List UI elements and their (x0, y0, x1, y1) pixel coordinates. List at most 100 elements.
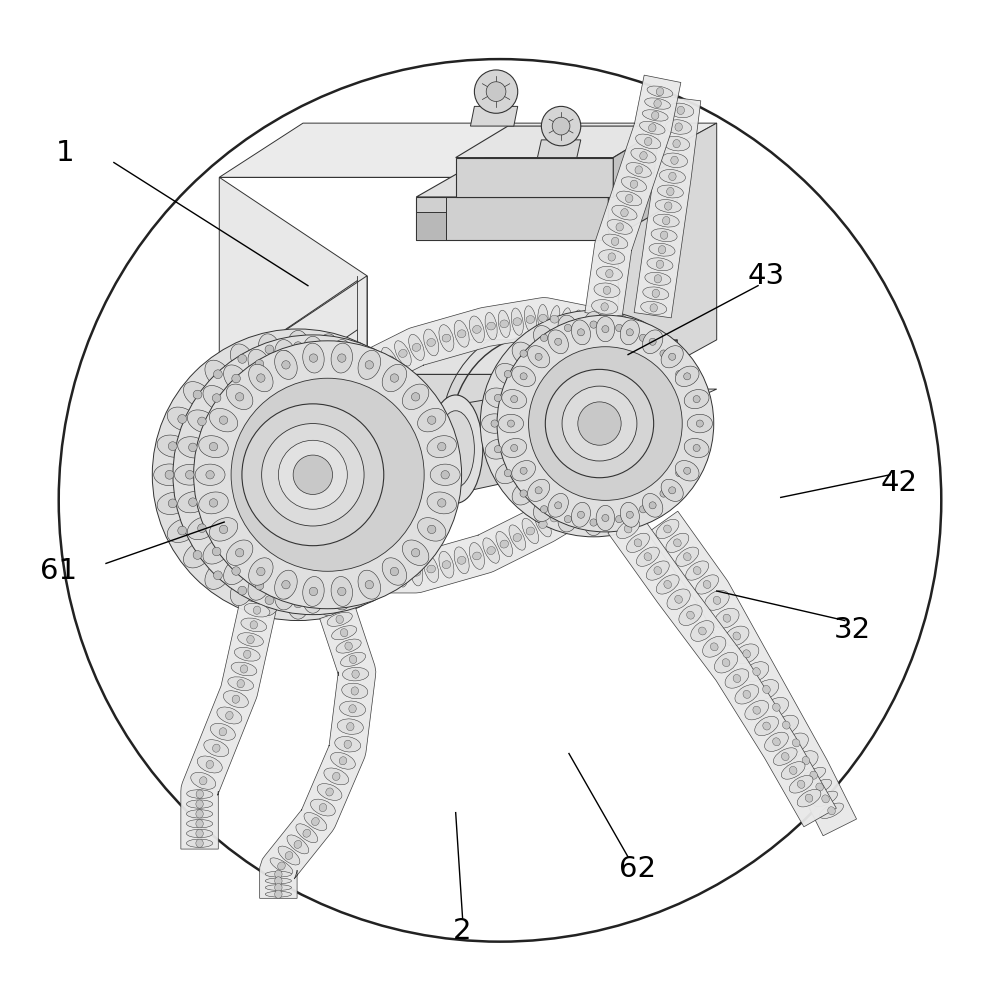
Ellipse shape (342, 344, 366, 374)
Ellipse shape (421, 464, 451, 486)
Ellipse shape (275, 877, 282, 885)
Ellipse shape (362, 360, 371, 368)
Ellipse shape (763, 722, 770, 730)
Polygon shape (382, 374, 618, 463)
Ellipse shape (204, 740, 229, 756)
Circle shape (204, 420, 219, 435)
Ellipse shape (696, 420, 703, 427)
Ellipse shape (520, 350, 527, 358)
Ellipse shape (231, 662, 257, 676)
Ellipse shape (494, 394, 502, 402)
Text: 43: 43 (747, 262, 785, 290)
Ellipse shape (715, 609, 739, 628)
Ellipse shape (755, 716, 778, 736)
Polygon shape (260, 607, 376, 898)
Ellipse shape (590, 321, 597, 328)
Circle shape (211, 373, 414, 576)
Ellipse shape (352, 670, 359, 679)
Ellipse shape (647, 86, 673, 98)
Circle shape (486, 82, 506, 101)
Circle shape (474, 70, 518, 113)
Ellipse shape (167, 407, 197, 430)
Ellipse shape (734, 644, 759, 664)
Ellipse shape (675, 366, 699, 386)
Ellipse shape (733, 632, 741, 640)
Ellipse shape (405, 394, 413, 402)
Ellipse shape (601, 302, 608, 311)
Ellipse shape (814, 791, 838, 807)
Ellipse shape (658, 245, 666, 254)
Ellipse shape (577, 511, 584, 518)
Ellipse shape (429, 443, 437, 452)
Ellipse shape (703, 636, 726, 657)
Ellipse shape (651, 111, 659, 119)
Ellipse shape (203, 385, 230, 411)
Ellipse shape (572, 320, 581, 327)
Ellipse shape (265, 878, 291, 884)
Ellipse shape (196, 810, 203, 818)
Ellipse shape (579, 487, 596, 510)
Polygon shape (214, 411, 308, 539)
Ellipse shape (347, 723, 354, 731)
Ellipse shape (209, 518, 238, 541)
Ellipse shape (183, 381, 212, 408)
Ellipse shape (626, 329, 633, 336)
Ellipse shape (655, 200, 681, 213)
Ellipse shape (384, 559, 395, 587)
Ellipse shape (372, 569, 381, 577)
Ellipse shape (395, 341, 411, 366)
Ellipse shape (411, 464, 442, 486)
Circle shape (529, 347, 682, 500)
Ellipse shape (520, 372, 527, 380)
Ellipse shape (802, 756, 810, 764)
Ellipse shape (316, 334, 338, 365)
Ellipse shape (528, 346, 550, 367)
Ellipse shape (652, 342, 675, 365)
Ellipse shape (226, 540, 253, 565)
Circle shape (480, 310, 707, 537)
Ellipse shape (340, 652, 366, 667)
Ellipse shape (349, 586, 358, 595)
Polygon shape (456, 126, 665, 158)
Ellipse shape (676, 547, 699, 566)
Ellipse shape (154, 464, 185, 486)
Ellipse shape (322, 345, 331, 354)
Ellipse shape (561, 507, 570, 515)
Ellipse shape (257, 567, 265, 575)
Ellipse shape (247, 635, 254, 643)
Ellipse shape (189, 497, 197, 506)
Text: 42: 42 (880, 469, 917, 496)
Ellipse shape (330, 340, 351, 370)
Ellipse shape (764, 697, 789, 717)
Polygon shape (382, 340, 677, 374)
Ellipse shape (322, 596, 331, 605)
Ellipse shape (660, 350, 667, 358)
Ellipse shape (206, 471, 214, 479)
Ellipse shape (432, 471, 440, 479)
Ellipse shape (418, 409, 446, 431)
Ellipse shape (410, 558, 423, 586)
Ellipse shape (270, 858, 293, 874)
Ellipse shape (512, 366, 535, 386)
Ellipse shape (240, 665, 248, 673)
Ellipse shape (410, 526, 418, 535)
Ellipse shape (186, 829, 213, 837)
Ellipse shape (337, 719, 363, 735)
Ellipse shape (235, 393, 244, 401)
Ellipse shape (592, 299, 618, 314)
Ellipse shape (666, 533, 689, 553)
Ellipse shape (705, 590, 729, 611)
Ellipse shape (196, 829, 203, 837)
Ellipse shape (399, 569, 407, 577)
Ellipse shape (649, 243, 675, 256)
Ellipse shape (257, 374, 265, 382)
Ellipse shape (696, 575, 719, 594)
Ellipse shape (200, 442, 229, 506)
Ellipse shape (656, 575, 679, 594)
Ellipse shape (645, 98, 670, 109)
Ellipse shape (632, 326, 654, 350)
Ellipse shape (331, 576, 353, 607)
Ellipse shape (365, 361, 391, 388)
Ellipse shape (687, 415, 712, 432)
Ellipse shape (411, 393, 420, 401)
